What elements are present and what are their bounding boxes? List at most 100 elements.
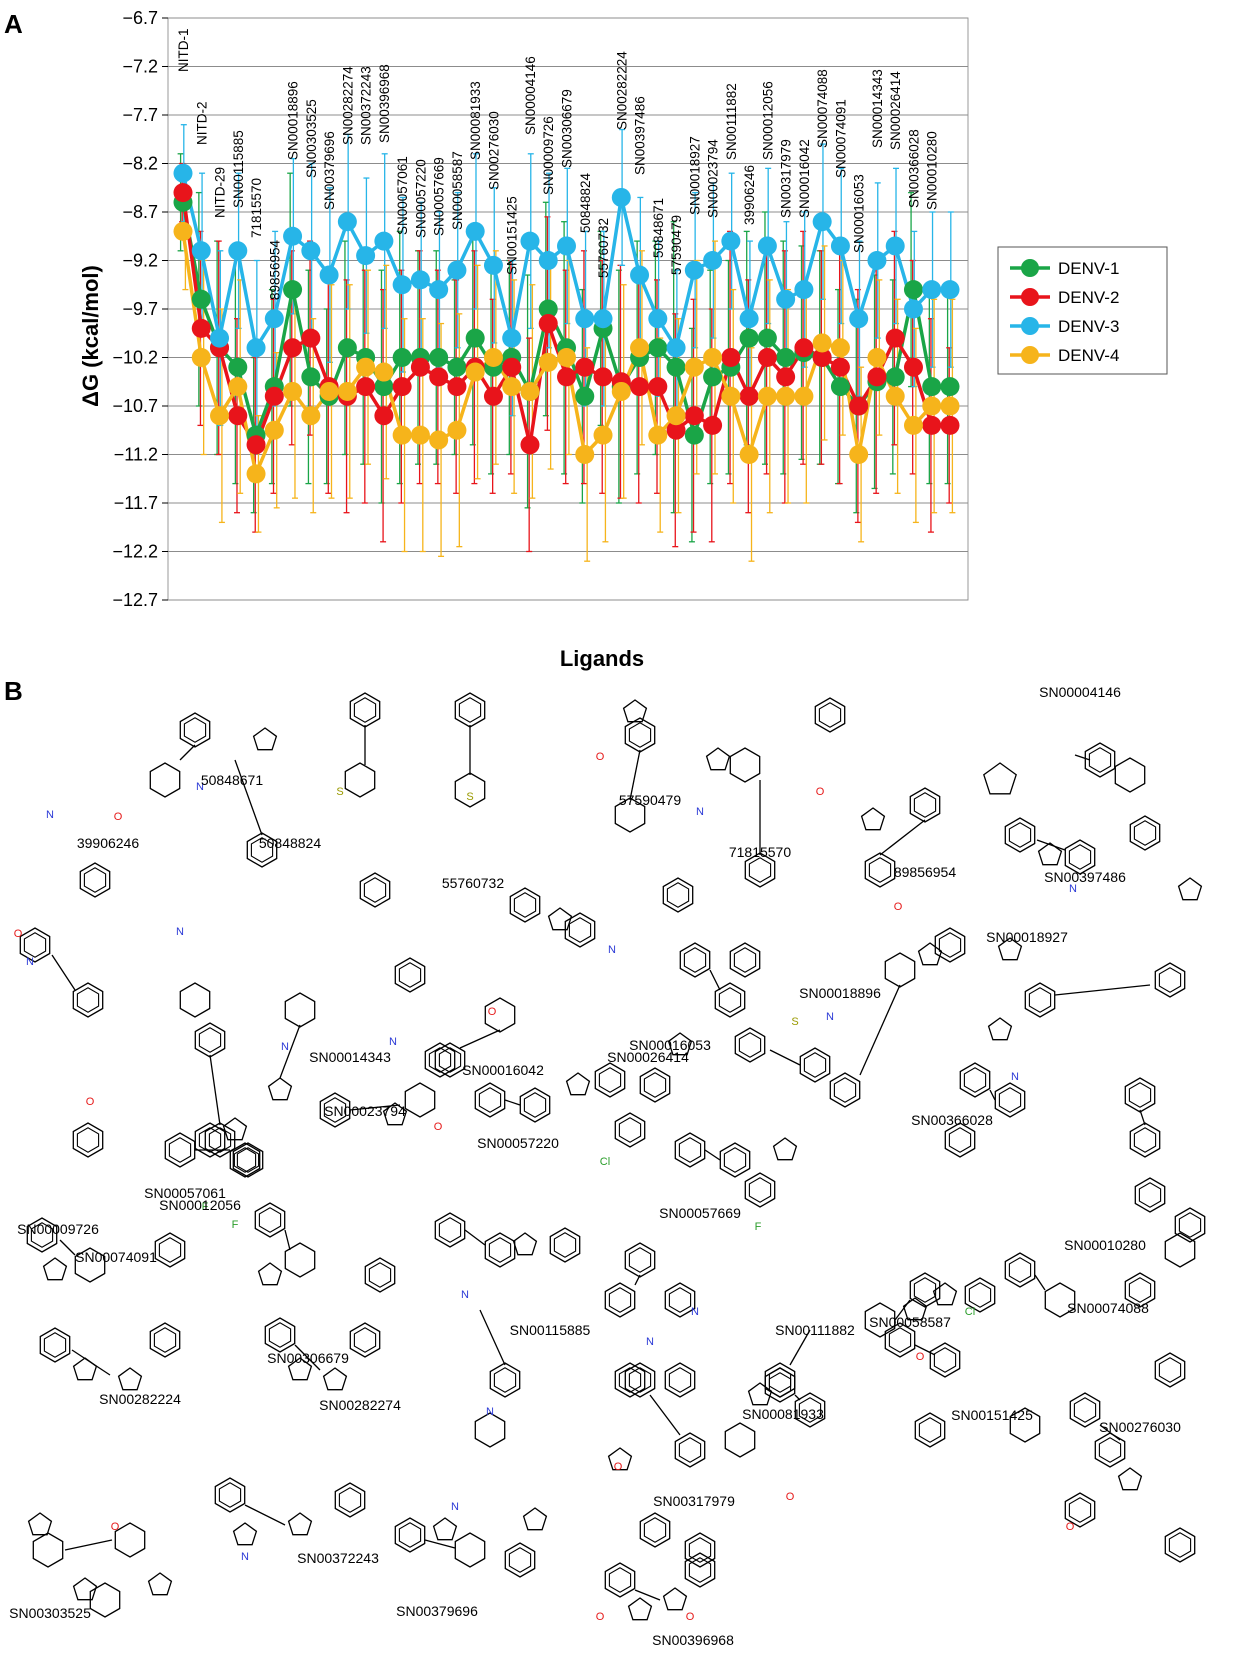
molecule-ring: [624, 1242, 656, 1278]
molecule-ring: [394, 1517, 426, 1553]
molecule-bond: [284, 1229, 291, 1251]
molecule-atom: Cl: [965, 1306, 975, 1318]
structure-label: SN00081933: [742, 1406, 824, 1422]
ligand-label: SN00016053: [852, 174, 867, 253]
ligand-label: SN00276030: [487, 111, 502, 190]
molecule-ring: [1164, 1232, 1196, 1268]
x-axis-title: Ligands: [560, 646, 644, 671]
ligand-label: SN00303525: [304, 99, 319, 178]
ligand-label: SN00004146: [523, 56, 538, 135]
data-point-DENV-3: [210, 328, 230, 348]
data-point-DENV-3: [337, 212, 357, 232]
molecule-atom: F: [232, 1219, 239, 1231]
molecule-ring: [799, 1047, 831, 1083]
data-point-DENV-4: [520, 381, 540, 401]
structure-label: SN00058587: [869, 1314, 951, 1330]
molecule-bond: [914, 1344, 936, 1356]
data-point-DENV-4: [940, 396, 960, 416]
molecule-bond: [794, 1394, 801, 1401]
molecule-ring: [607, 1447, 633, 1471]
structure-label: SN00151425: [951, 1407, 1033, 1423]
molecule-atom: N: [608, 944, 616, 956]
molecule-bond: [879, 819, 926, 856]
molecule-atom: N: [26, 956, 34, 968]
data-point-DENV-1: [903, 280, 923, 300]
molecule-ring: [222, 1117, 248, 1141]
molecule-atom: O: [488, 1006, 497, 1018]
molecule-atom: N: [451, 1501, 459, 1513]
data-point-DENV-2: [538, 314, 558, 334]
data-point-DENV-2: [830, 357, 850, 377]
data-point-DENV-4: [903, 415, 923, 435]
molecule-ring: [19, 927, 51, 963]
data-point-DENV-3: [392, 275, 412, 295]
molecule-atom: F: [202, 1201, 209, 1213]
data-point-DENV-2: [356, 377, 376, 397]
molecule-atom: O: [894, 901, 903, 913]
molecule-ring: [860, 807, 886, 831]
data-point-DENV-4: [739, 445, 759, 464]
molecule-bond: [294, 1344, 321, 1371]
molecule-ring: [829, 1072, 861, 1108]
molecule-ring-inner: [913, 1277, 937, 1303]
molecule-ring: [114, 1522, 146, 1558]
molecule-ring-inner: [458, 697, 482, 723]
data-point-DENV-1: [228, 357, 248, 377]
molecule-ring-inner: [948, 1127, 972, 1153]
molecule-ring-inner: [268, 1322, 292, 1348]
structure-label: SN00004146: [1039, 684, 1121, 700]
molecule-ring: [679, 942, 711, 978]
molecule-ring-inner: [23, 932, 47, 958]
ligand-label: SN00009726: [541, 116, 556, 195]
molecule-ring: [864, 1302, 896, 1338]
molecule-ring: [42, 1257, 68, 1281]
molecule-ring: [884, 952, 916, 988]
molecule-ring: [684, 1532, 716, 1568]
data-point-DENV-3: [429, 280, 449, 300]
molecule-ring: [614, 1362, 646, 1398]
molecule-ring: [359, 872, 391, 908]
data-point-DENV-3: [630, 265, 650, 285]
molecule-ring: [909, 1272, 941, 1308]
structure-label: SN00026414: [607, 1049, 689, 1065]
molecule-ring-inner: [523, 1092, 547, 1118]
molecule-bond: [1099, 1424, 1121, 1441]
molecule-ring-inner: [1168, 1532, 1192, 1558]
molecule-ring-inner: [353, 697, 377, 723]
data-point-DENV-1: [703, 367, 723, 387]
molecule-ring: [814, 697, 846, 733]
molecule-atom: N: [241, 1551, 249, 1563]
molecule-ring-inner: [598, 1067, 622, 1093]
data-point-DENV-2: [776, 367, 796, 387]
molecule-atom: N: [389, 1036, 397, 1048]
molecule-ring: [604, 1282, 636, 1318]
data-point-DENV-1: [301, 367, 321, 387]
molecule-atom: N: [46, 809, 54, 821]
molecule-ring: [474, 1082, 506, 1118]
structure-label: SN00111882: [775, 1322, 855, 1338]
legend-marker: [1021, 346, 1039, 364]
data-point-DENV-2: [703, 415, 723, 435]
molecule-ring-inner: [363, 877, 387, 903]
data-point-DENV-3: [483, 255, 503, 275]
ligand-label: SN00282274: [340, 66, 355, 145]
molecule-ring: [232, 1522, 258, 1546]
molecule-bond: [634, 1274, 641, 1286]
molecule-bond: [179, 744, 196, 761]
structure-label: SN00074088: [1067, 1300, 1149, 1316]
molecule-ring-inner: [688, 1557, 712, 1583]
data-point-DENV-2: [301, 328, 321, 348]
structure-label: SN00057669: [659, 1205, 741, 1221]
molecule-ring: [729, 942, 761, 978]
molecule-ring-inner: [488, 1237, 512, 1263]
data-point-DENV-3: [593, 309, 613, 329]
data-point-DENV-2: [246, 435, 266, 455]
molecule-ring: [724, 1422, 756, 1458]
molecule-ring-inner: [718, 987, 742, 1013]
data-point-DENV-4: [703, 348, 723, 367]
y-tick-label: −8.2: [122, 154, 158, 174]
molecule-ring: [639, 1067, 671, 1103]
molecule-ring: [232, 1142, 264, 1178]
molecule-ring-inner: [1088, 747, 1112, 773]
molecule-ring: [149, 762, 181, 798]
